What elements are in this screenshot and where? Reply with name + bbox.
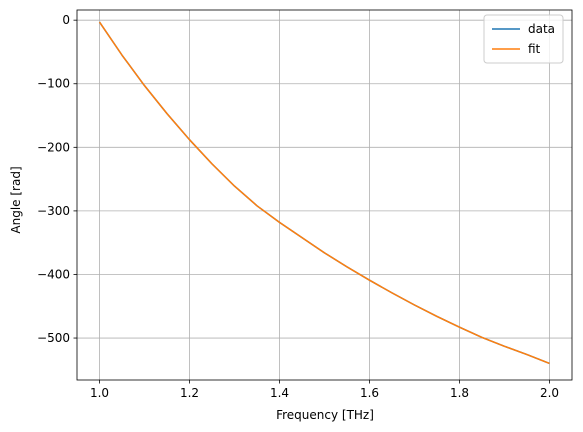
legend-label-data: data — [528, 22, 555, 36]
x-tick-label: 2.0 — [540, 386, 559, 400]
plot-area-frame — [76, 9, 573, 381]
series-line-fit — [98, 21, 550, 365]
y-axis-label: Angle [rad] — [9, 166, 23, 233]
legend: data fit — [483, 14, 564, 64]
y-tick-label: −400 — [37, 267, 70, 281]
x-tick-label: 1.2 — [180, 386, 199, 400]
y-tick-label: −100 — [37, 77, 70, 91]
x-axis-ticks: 1.0 1.2 1.4 1.6 1.8 2.0 — [90, 380, 559, 400]
x-axis-label: Frequency [THz] — [276, 408, 374, 422]
y-tick-label: 0 — [62, 13, 70, 27]
x-tick-label: 1.4 — [270, 386, 289, 400]
y-tick-label: −500 — [37, 331, 70, 345]
y-tick-label: −200 — [37, 140, 70, 154]
legend-box — [483, 14, 564, 64]
x-tick-label: 1.6 — [360, 386, 379, 400]
grid-lines — [77, 10, 572, 380]
x-tick-label: 1.0 — [90, 386, 109, 400]
y-axis-ticks: 0 −100 −200 −300 −400 −500 — [37, 13, 77, 345]
series-lines — [98, 21, 550, 365]
x-tick-label: 1.8 — [450, 386, 469, 400]
series-line-data — [98, 21, 550, 365]
y-tick-label: −300 — [37, 204, 70, 218]
legend-label-fit: fit — [528, 42, 541, 56]
